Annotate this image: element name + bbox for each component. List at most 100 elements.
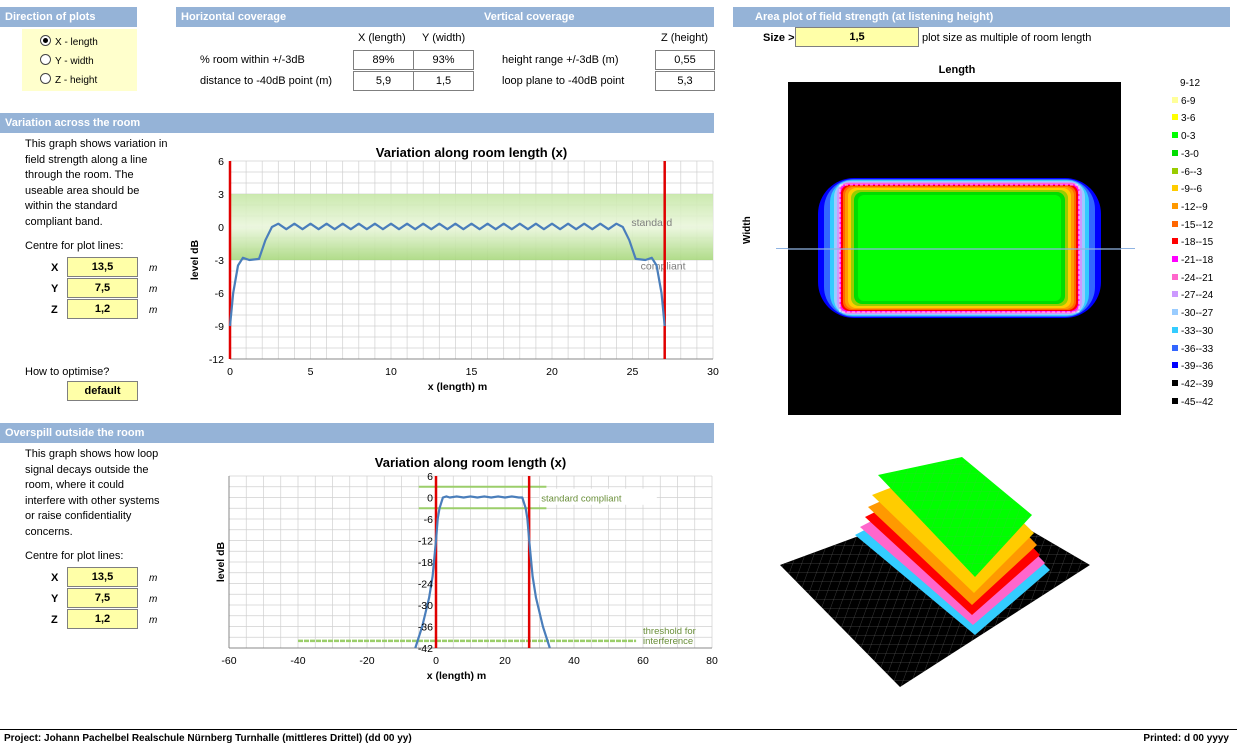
- plot-line-extension: [776, 248, 788, 249]
- legend-item: -15--12: [1172, 220, 1213, 231]
- radio-y-label: Y - width: [55, 56, 94, 67]
- legend-item: -30--27: [1172, 308, 1213, 319]
- footer-printed: Printed: d 00 yyyy: [1143, 733, 1229, 744]
- optimise-select[interactable]: default: [67, 381, 138, 401]
- legend-item: -6--3: [1172, 167, 1202, 178]
- x-tick-label: -20: [359, 655, 374, 667]
- legend-label: -15--12: [1181, 219, 1214, 231]
- variation-x-input[interactable]: 13,5: [67, 257, 138, 277]
- coverage-header: Horizontal coverage Vertical coverage: [176, 7, 714, 27]
- x-tick-label: 20: [499, 655, 511, 667]
- x-tick-label: -60: [221, 655, 236, 667]
- direction-radio-group: X - length Y - width Z - height: [22, 29, 137, 91]
- overspill-chart: Variation along room length (x) standard …: [215, 455, 718, 682]
- horizontal-coverage-title: Horizontal coverage: [181, 11, 287, 23]
- y-axis-label: level dB: [215, 541, 227, 582]
- legend-item: -21--18: [1172, 255, 1213, 266]
- legend-swatch: [1172, 273, 1178, 280]
- vertical-coverage-title: Vertical coverage: [484, 11, 575, 23]
- legend-swatch: [1172, 114, 1178, 121]
- radio-z-height[interactable]: Z - height: [40, 73, 97, 86]
- overspill-description: This graph shows how loop signal decays …: [25, 447, 160, 541]
- legend-label: -24--21: [1181, 272, 1214, 284]
- legend-swatch: [1172, 397, 1178, 404]
- chart-title: Variation along room length (x): [375, 455, 566, 470]
- overspill-x-unit: m: [149, 573, 158, 584]
- variation-y-input[interactable]: 7,5: [67, 278, 138, 298]
- y-tick-label: -30: [418, 600, 433, 612]
- x-tick-label: 30: [707, 366, 719, 378]
- variation-z-input[interactable]: 1,2: [67, 299, 138, 319]
- x-axis-label: x (length) m: [428, 381, 488, 393]
- legend-label: 9-12: [1180, 78, 1201, 89]
- data-series-line: [414, 495, 551, 649]
- legend-swatch: [1172, 291, 1178, 298]
- legend-item: -39--36: [1172, 361, 1213, 372]
- x-tick-label: 0: [227, 366, 233, 378]
- overspill-desc-line: or raise confidentiality: [25, 510, 132, 523]
- row2-vertical-label: loop plane to -40dB point: [502, 75, 625, 87]
- variation-x-unit: m: [149, 263, 158, 274]
- y-tick-label: -9: [215, 321, 224, 333]
- legend-item: -9--6: [1172, 184, 1202, 195]
- row2-x-value: 5,9: [353, 71, 414, 91]
- legend-item: 6-9: [1172, 96, 1195, 107]
- y-axis-label: level dB: [189, 239, 201, 280]
- legend-label: 0-3: [1181, 131, 1196, 143]
- overspill-z-label: Z: [51, 614, 58, 626]
- radio-x-label: X - length: [55, 37, 98, 48]
- y-tick-label: -18: [418, 557, 433, 569]
- legend-swatch: [1172, 149, 1178, 156]
- area-plot-header: Area plot of field strength (at listenin…: [733, 7, 1230, 27]
- legend-label: -33--30: [1181, 325, 1214, 337]
- row1-vertical-label: height range +/-3dB (m): [502, 54, 619, 66]
- size-label: Size >: [763, 32, 795, 44]
- radio-unselected-icon: [40, 73, 51, 84]
- size-input[interactable]: 1,5: [795, 27, 919, 47]
- legend-label: -12--9: [1181, 201, 1208, 213]
- legend-item: -27--24: [1172, 290, 1213, 301]
- compliant-label-bg: [539, 488, 657, 505]
- overspill-y-input[interactable]: 7,5: [67, 588, 138, 608]
- y-tick-label: -12: [418, 536, 433, 548]
- col-x-header: X (length): [358, 32, 406, 44]
- radio-y-width[interactable]: Y - width: [40, 54, 94, 67]
- y-tick-label: -6: [215, 288, 224, 300]
- legend-item: -24--21: [1172, 273, 1213, 284]
- y-tick-label: 0: [427, 493, 433, 505]
- overspill-desc-line: signal decays outside the: [25, 463, 149, 476]
- overspill-z-input[interactable]: 1,2: [67, 609, 138, 629]
- legend-item: -42--39: [1172, 379, 1213, 390]
- legend-swatch: [1172, 202, 1178, 209]
- legend-item: -36--33: [1172, 344, 1213, 355]
- legend-swatch: [1172, 256, 1178, 262]
- row1-y-value: 93%: [413, 50, 474, 70]
- contour-top: [858, 195, 1061, 301]
- overspill-centre-label: Centre for plot lines:: [25, 550, 124, 562]
- variation-desc-line: useable area should be: [25, 184, 140, 197]
- legend-label: -9--6: [1181, 184, 1203, 196]
- overspill-desc-line: This graph shows how loop: [25, 448, 159, 460]
- variation-chart: Variation along room length (x) standard c…: [189, 145, 719, 393]
- band-label: compliant: [641, 260, 686, 272]
- legend-swatch: [1172, 344, 1178, 351]
- legend-swatch: [1172, 379, 1178, 386]
- y-tick-label: 3: [218, 189, 224, 201]
- row2-label: distance to -40dB point (m): [200, 75, 333, 87]
- variation-desc-line: compliant band.: [25, 215, 103, 228]
- x-tick-label: 60: [637, 655, 649, 667]
- variation-description: This graph shows variation in field stre…: [25, 137, 167, 231]
- threshold-label: interference: [643, 636, 693, 647]
- variation-desc-line: within the standard: [25, 200, 118, 213]
- legend-swatch: [1172, 326, 1178, 333]
- y-tick-label: -24: [418, 579, 433, 591]
- surface-top-grid: [878, 457, 1032, 577]
- direction-header: Direction of plots: [0, 7, 137, 27]
- radio-x-length[interactable]: X - length: [40, 35, 98, 48]
- overspill-x-input[interactable]: 13,5: [67, 567, 138, 587]
- data-series-line: [228, 222, 666, 327]
- y-tick-label: -3: [215, 255, 224, 267]
- legend-label: -45--42: [1181, 396, 1214, 408]
- legend-swatch: [1172, 238, 1178, 245]
- area-plot-xlabel: Length: [938, 64, 976, 76]
